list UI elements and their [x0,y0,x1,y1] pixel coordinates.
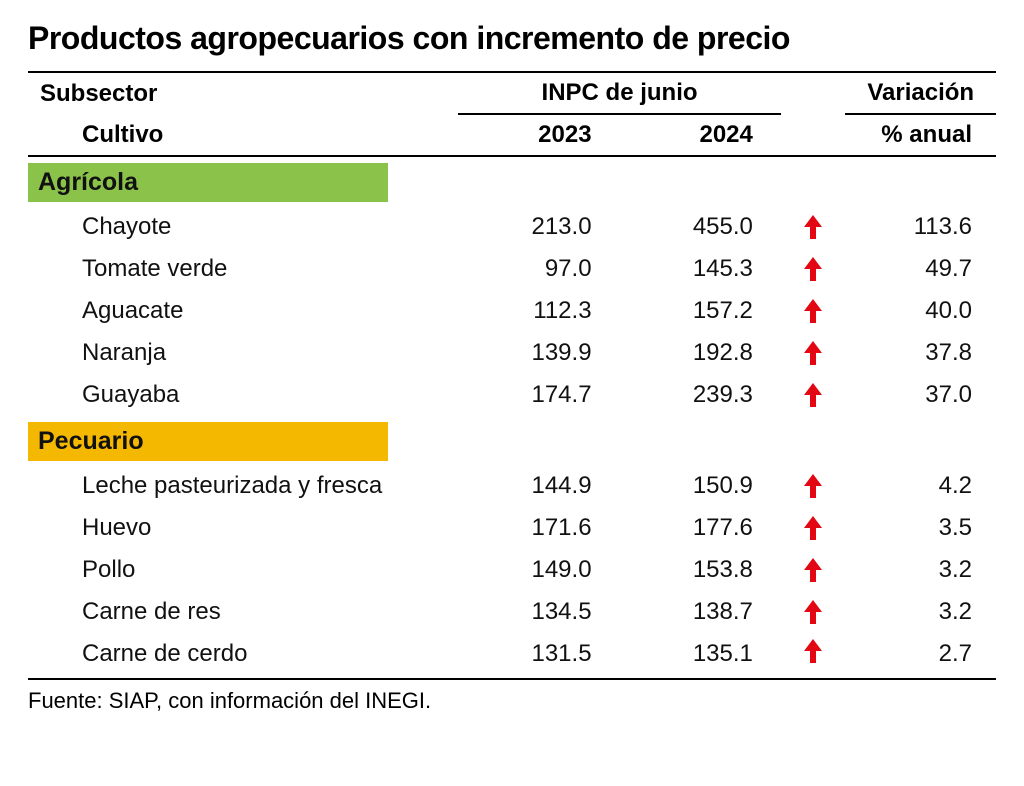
crop-name: Guayaba [28,374,458,416]
header-inpc: INPC de junio [458,72,781,114]
value-2023: 149.0 [458,549,619,591]
value-2023: 139.9 [458,332,619,374]
arrow-up-icon [781,633,846,679]
value-2024: 157.2 [620,290,781,332]
crop-name: Aguacate [28,290,458,332]
arrow-up-icon [781,507,846,549]
crop-name: Carne de res [28,591,458,633]
variation-value: 40.0 [845,290,996,332]
variation-value: 3.5 [845,507,996,549]
value-2023: 131.5 [458,633,619,679]
arrow-up-icon [781,290,846,332]
variation-value: 4.2 [845,465,996,507]
value-2024: 192.8 [620,332,781,374]
table-row: Pollo149.0153.8 3.2 [28,549,996,591]
header-subsector: Subsector [28,72,458,114]
table-row: Tomate verde97.0145.3 49.7 [28,248,996,290]
crop-name: Leche pasteurizada y fresca [28,465,458,507]
arrow-up-icon [781,591,846,633]
value-2023: 171.6 [458,507,619,549]
price-table: Subsector INPC de junio Variación Cultiv… [28,71,996,680]
value-2023: 112.3 [458,290,619,332]
value-2024: 153.8 [620,549,781,591]
table-row: Carne de res134.5138.7 3.2 [28,591,996,633]
table-row: Aguacate112.3157.2 40.0 [28,290,996,332]
header-variacion: Variación [845,72,996,114]
value-2024: 239.3 [620,374,781,416]
header-pct-anual: % anual [845,114,996,156]
crop-name: Pollo [28,549,458,591]
variation-value: 49.7 [845,248,996,290]
value-2024: 150.9 [620,465,781,507]
arrow-up-icon [781,465,846,507]
crop-name: Chayote [28,206,458,248]
value-2023: 144.9 [458,465,619,507]
value-2024: 145.3 [620,248,781,290]
value-2023: 97.0 [458,248,619,290]
arrow-up-icon [781,549,846,591]
arrow-up-icon [781,206,846,248]
arrow-up-icon [781,374,846,416]
section-header: Pecuario [28,422,388,461]
crop-name: Tomate verde [28,248,458,290]
value-2024: 177.6 [620,507,781,549]
value-2023: 213.0 [458,206,619,248]
section-header: Agrícola [28,163,388,202]
header-2023: 2023 [458,114,619,156]
variation-value: 37.0 [845,374,996,416]
table-row: Guayaba174.7239.3 37.0 [28,374,996,416]
crop-name: Carne de cerdo [28,633,458,679]
crop-name: Naranja [28,332,458,374]
source-text: Fuente: SIAP, con información del INEGI. [28,688,996,714]
header-2024: 2024 [620,114,781,156]
table-row: Carne de cerdo131.5135.1 2.7 [28,633,996,679]
value-2024: 455.0 [620,206,781,248]
table-row: Leche pasteurizada y fresca144.9150.9 4.… [28,465,996,507]
page-title: Productos agropecuarios con incremento d… [28,20,996,57]
table-row: Chayote213.0455.0 113.6 [28,206,996,248]
variation-value: 3.2 [845,591,996,633]
table-row: Naranja139.9192.8 37.8 [28,332,996,374]
value-2023: 134.5 [458,591,619,633]
variation-value: 113.6 [845,206,996,248]
crop-name: Huevo [28,507,458,549]
variation-value: 37.8 [845,332,996,374]
variation-value: 2.7 [845,633,996,679]
variation-value: 3.2 [845,549,996,591]
value-2024: 135.1 [620,633,781,679]
value-2023: 174.7 [458,374,619,416]
table-row: Huevo171.6177.6 3.5 [28,507,996,549]
header-cultivo: Cultivo [28,114,458,156]
arrow-up-icon [781,332,846,374]
arrow-up-icon [781,248,846,290]
value-2024: 138.7 [620,591,781,633]
